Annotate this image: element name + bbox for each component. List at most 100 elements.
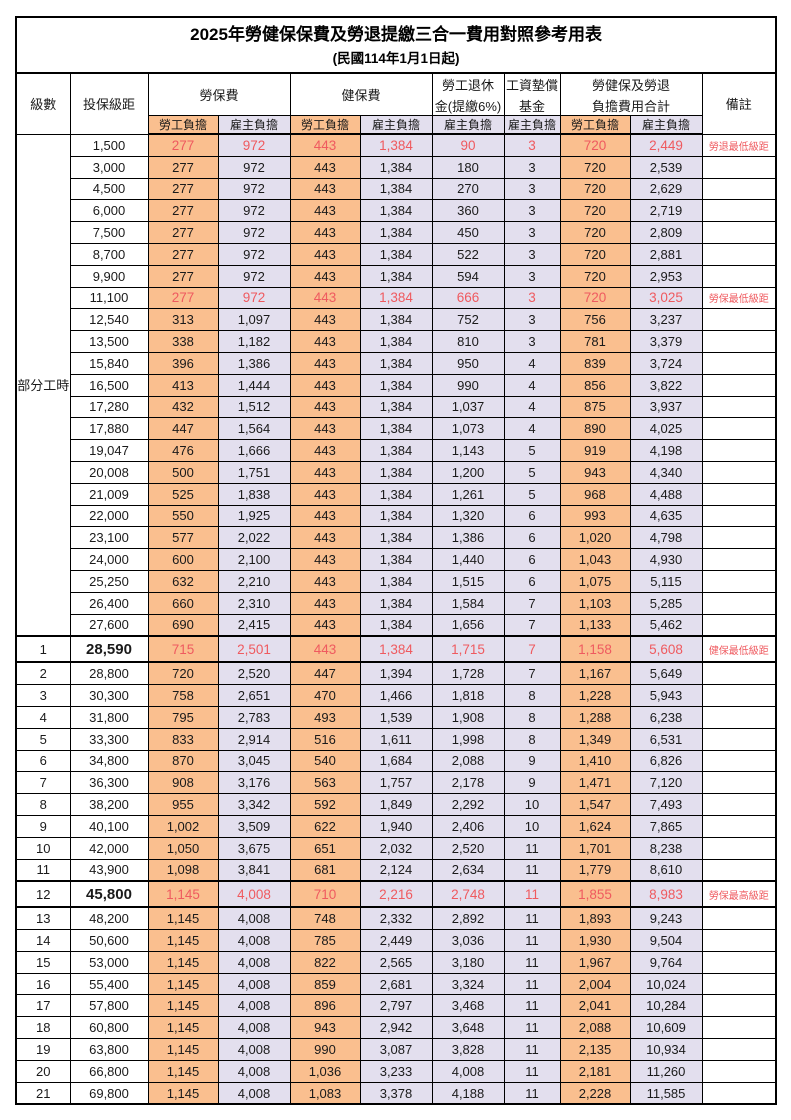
- value-cell: 955: [147, 793, 219, 816]
- value-cell: 11: [503, 950, 561, 974]
- value-cell: 2,942: [359, 1016, 433, 1040]
- value-cell: 7: [503, 591, 561, 615]
- value-cell: 7: [503, 613, 561, 637]
- value-cell: 270: [431, 177, 505, 201]
- value-cell: 720: [559, 177, 631, 201]
- bracket-cell: 66,800: [69, 1059, 149, 1083]
- table-row: 26,400 660 2,310 443 1,384 1,584 7 1,103 5,285: [16, 591, 777, 615]
- value-cell: 5,649: [629, 661, 703, 686]
- value-cell: 856: [559, 373, 631, 397]
- col-header-pension-line2: 金(提繳6%): [431, 95, 505, 116]
- value-cell: 1,384: [359, 504, 433, 528]
- value-cell: 7,120: [629, 771, 703, 795]
- value-cell: 1,386: [431, 526, 505, 550]
- value-cell: 1,228: [559, 684, 631, 707]
- value-cell: 443: [289, 591, 361, 615]
- value-cell: 1,002: [147, 814, 219, 838]
- value-cell: 1,384: [359, 221, 433, 244]
- value-cell: 1,384: [359, 177, 433, 201]
- value-cell: 3,237: [629, 308, 703, 332]
- value-cell: 720: [147, 661, 219, 686]
- value-cell: 1,384: [359, 155, 433, 179]
- value-cell: 1,384: [359, 199, 433, 223]
- level-cell: 21: [15, 1081, 71, 1105]
- value-cell: 2,449: [629, 133, 703, 157]
- remark-cell: [701, 417, 777, 441]
- level-cell: 19: [15, 1038, 71, 1061]
- table-row: 11 43,900 1,098 3,841 681 2,124 2,634 11 1,779 8,…: [15, 858, 777, 882]
- value-cell: 4,008: [217, 994, 291, 1018]
- header-row-group2: 金(提繳6%) 基金 負擔費用合計: [16, 95, 776, 116]
- level-cell: 13: [15, 906, 71, 931]
- value-cell: 443: [289, 351, 361, 375]
- remark-cell: [701, 727, 777, 751]
- value-cell: 1,020: [559, 526, 631, 550]
- bracket-cell: 20,008: [69, 460, 149, 484]
- level-cell: 20: [15, 1059, 71, 1083]
- value-cell: 1,349: [559, 727, 631, 751]
- value-cell: 6,238: [629, 705, 703, 729]
- value-cell: 690: [147, 613, 219, 637]
- value-cell: 1,838: [217, 482, 291, 506]
- value-cell: 651: [289, 836, 361, 860]
- value-cell: 4,930: [629, 548, 703, 571]
- value-cell: 972: [217, 242, 291, 266]
- level-cell: 1: [15, 635, 71, 664]
- value-cell: 493: [289, 705, 361, 729]
- value-cell: 2,539: [629, 155, 703, 179]
- table-row: 21 69,800 1,145 4,008 1,083 3,378 4,188 11 2,228…: [15, 1081, 777, 1105]
- value-cell: 540: [289, 749, 361, 773]
- value-cell: 993: [559, 504, 631, 528]
- level-cell: 17: [15, 994, 71, 1018]
- subheader-health-employee: 勞工負擔: [289, 115, 361, 135]
- value-cell: 447: [147, 417, 219, 441]
- value-cell: 4,008: [217, 880, 291, 909]
- value-cell: 1,930: [559, 929, 631, 952]
- table-row: 14 50,600 1,145 4,008 785 2,449 3,036 11 1,930 9,…: [15, 929, 777, 952]
- value-cell: 3,045: [217, 749, 291, 773]
- value-cell: 3,176: [217, 771, 291, 795]
- value-cell: 4: [503, 373, 561, 397]
- value-cell: 720: [559, 221, 631, 244]
- value-cell: 516: [289, 727, 361, 751]
- value-cell: 443: [289, 308, 361, 332]
- bracket-cell: 22,000: [69, 504, 149, 528]
- value-cell: 5: [503, 439, 561, 462]
- value-cell: 5,285: [629, 591, 703, 615]
- value-cell: 1,384: [359, 591, 433, 615]
- col-header-remark: 備註: [701, 72, 777, 135]
- value-cell: 4,008: [217, 1059, 291, 1083]
- value-cell: 2,681: [359, 972, 433, 996]
- value-cell: 6: [503, 569, 561, 593]
- value-cell: 1,967: [559, 950, 631, 974]
- subheader-health-employer: 雇主負擔: [359, 115, 433, 135]
- value-cell: 660: [147, 591, 219, 615]
- level-cell: 5: [15, 727, 71, 751]
- value-cell: 413: [147, 373, 219, 397]
- value-cell: 1,386: [217, 351, 291, 375]
- value-cell: 4,008: [217, 1016, 291, 1040]
- value-cell: 2,100: [217, 548, 291, 571]
- value-cell: 1,515: [431, 569, 505, 593]
- value-cell: 443: [289, 199, 361, 223]
- level-cell: 8: [15, 793, 71, 816]
- value-cell: 972: [217, 133, 291, 157]
- bracket-cell: 34,800: [69, 749, 149, 773]
- value-cell: 3,822: [629, 373, 703, 397]
- bracket-cell: 38,200: [69, 793, 149, 816]
- value-cell: 1,158: [559, 635, 631, 664]
- value-cell: 2,292: [431, 793, 505, 816]
- remark-cell: [701, 460, 777, 484]
- table-row: 3 30,300 758 2,651 470 1,466 1,818 8 1,228 5,943: [15, 684, 777, 707]
- table-row: 5 33,300 833 2,914 516 1,611 1,998 8 1,349 6,531: [15, 727, 777, 751]
- remark-cell: [701, 684, 777, 707]
- value-cell: 3: [503, 242, 561, 266]
- value-cell: 2,881: [629, 242, 703, 266]
- value-cell: 972: [217, 177, 291, 201]
- value-cell: 2,041: [559, 994, 631, 1018]
- remark-cell: [701, 221, 777, 244]
- bracket-cell: 3,000: [69, 155, 149, 179]
- value-cell: 1,145: [147, 1016, 219, 1040]
- table-row: 8,700 277 972 443 1,384 522 3 720 2,881: [16, 242, 777, 266]
- value-cell: 3,087: [359, 1038, 433, 1061]
